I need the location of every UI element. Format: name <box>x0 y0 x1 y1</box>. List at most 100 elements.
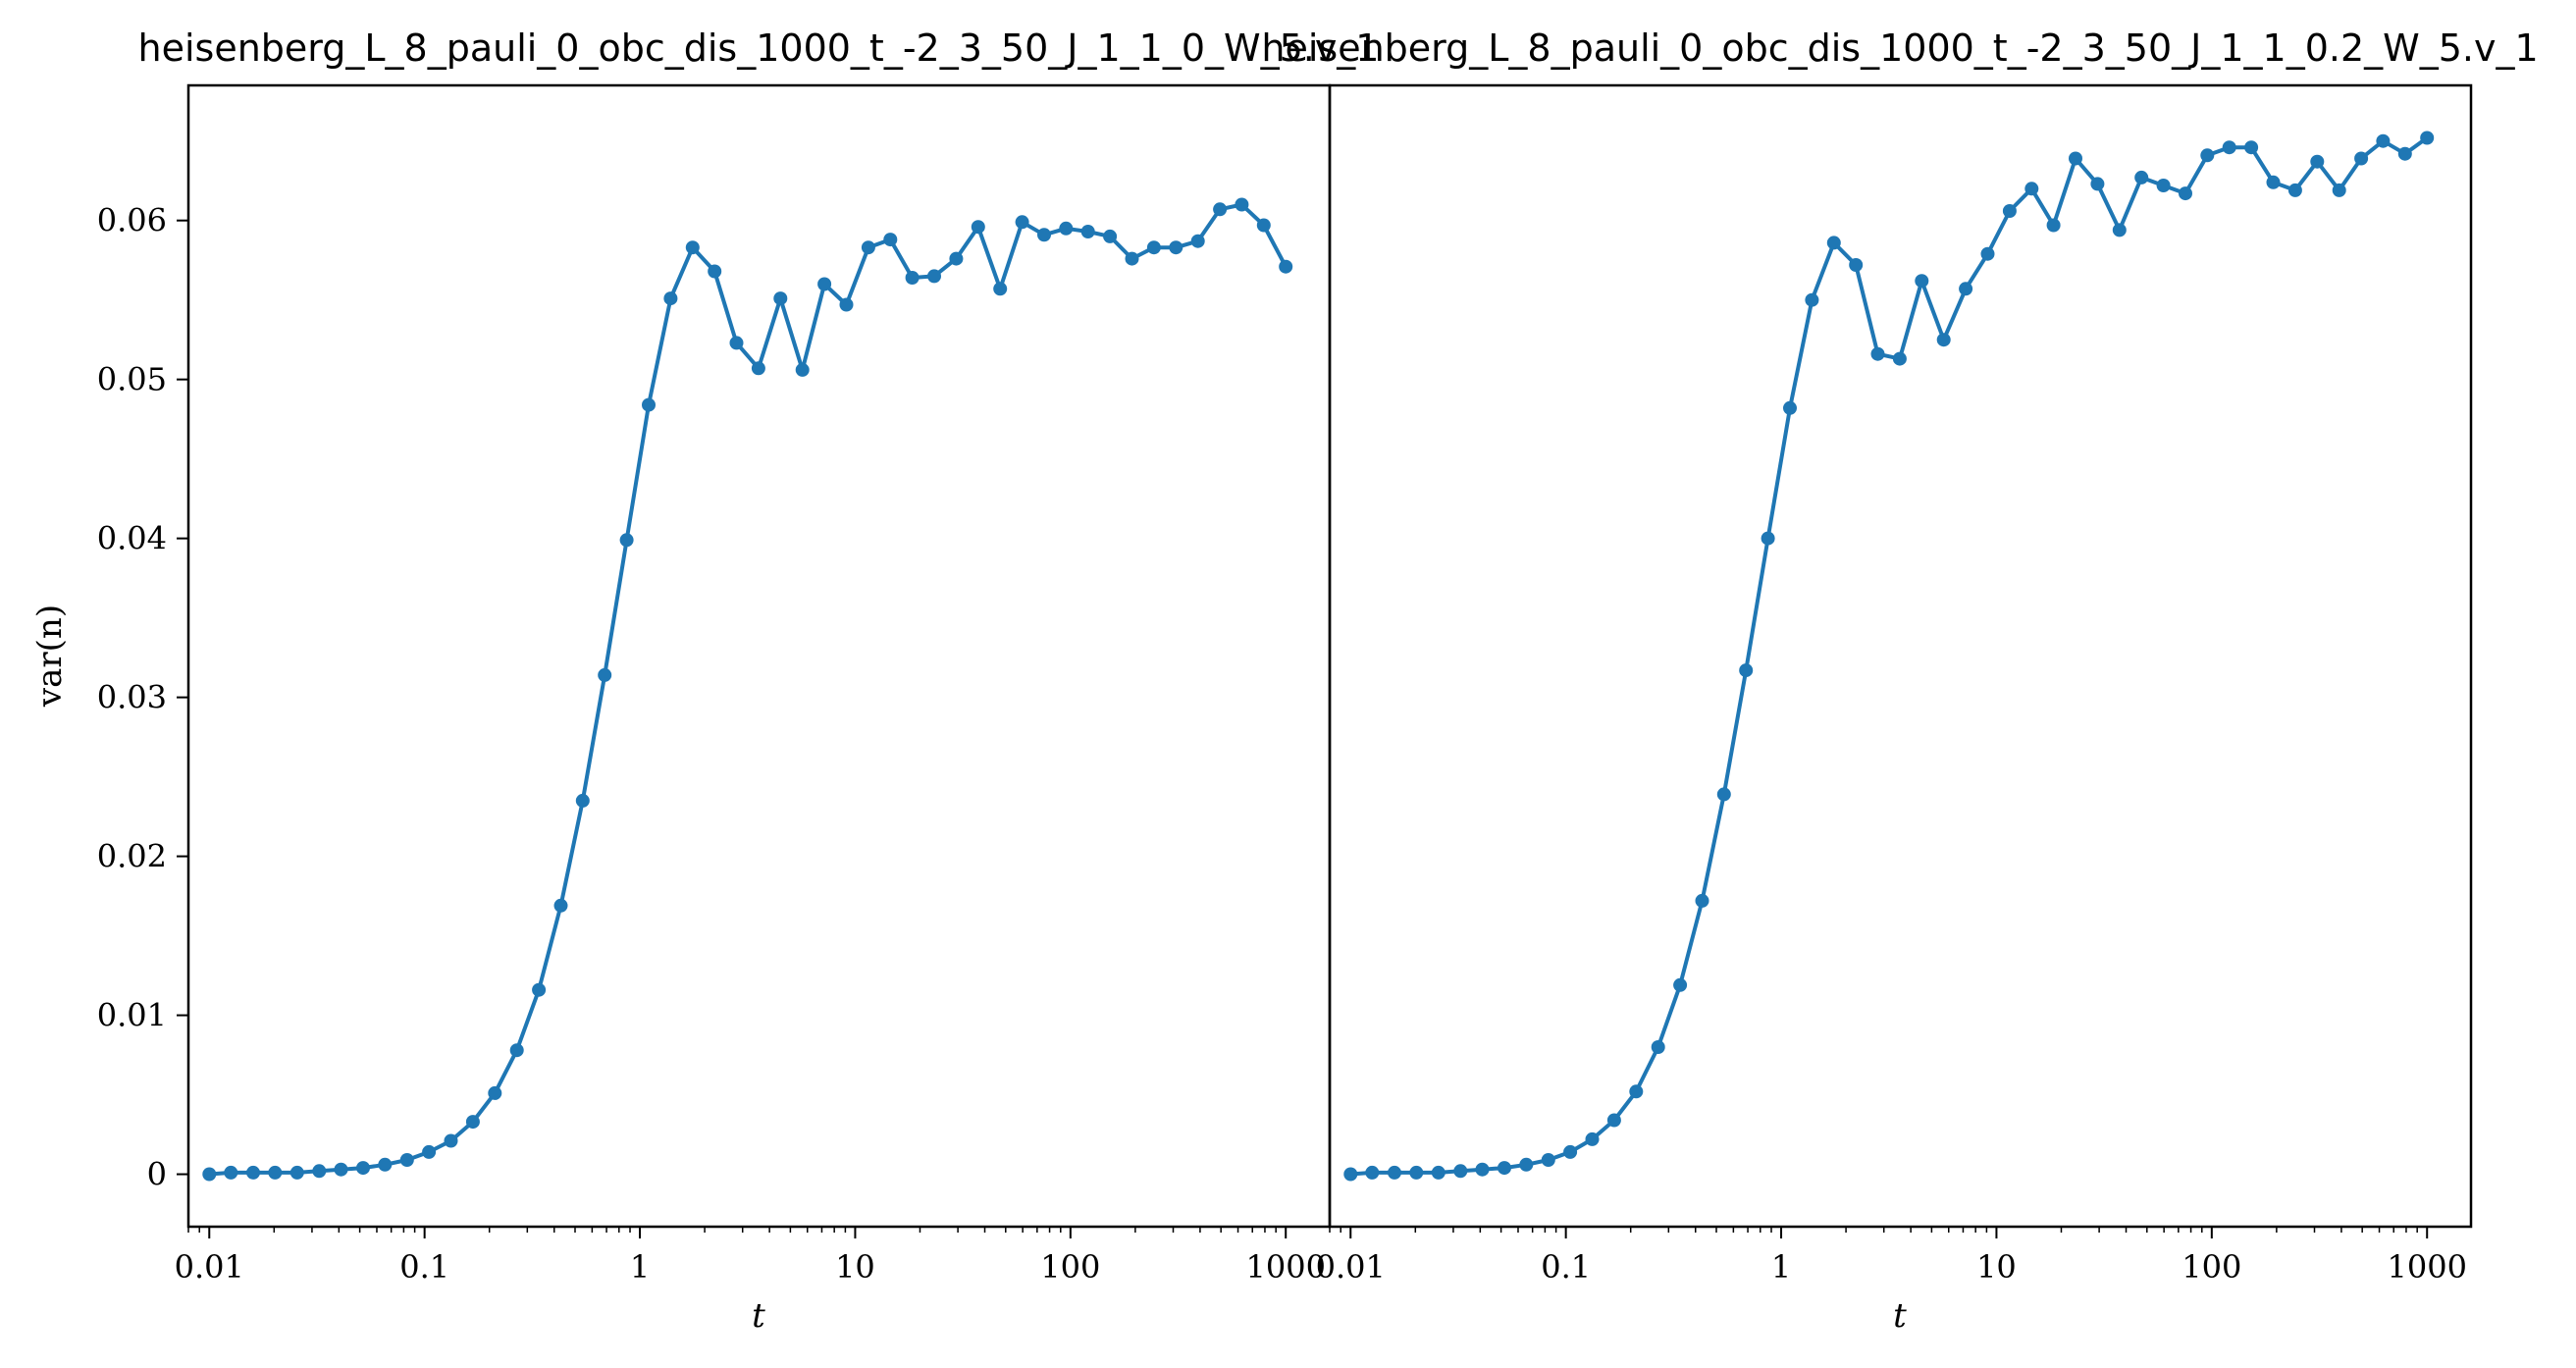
plot-frame-right <box>1328 83 2473 1229</box>
x-axis-label-left: t <box>752 1296 765 1336</box>
data-point-right <box>2310 154 2325 169</box>
data-point-right <box>1629 1084 1644 1099</box>
data-point-right <box>1826 236 1841 250</box>
data-point-right <box>1805 292 1819 307</box>
data-point-left <box>378 1157 393 1172</box>
x-tick-label-left: 100 <box>1040 1248 1100 1286</box>
data-point-left <box>1213 202 1228 217</box>
data-point-left <box>1059 221 1074 236</box>
data-point-left <box>1080 225 1095 238</box>
y-axis-label: var(n) <box>30 605 70 708</box>
data-point-left <box>1015 215 1029 230</box>
data-point-left <box>817 277 832 291</box>
data-point-left <box>224 1165 238 1180</box>
x-tick-label-right: 1000 <box>2387 1248 2466 1286</box>
data-point-right <box>1343 1167 1358 1182</box>
data-point-right <box>1849 258 1864 272</box>
ticks-left: 0.01 0.1 1 10 100 1000 0 0.01 0.02 0.03 0.04 0.05 0.… <box>97 202 1326 1286</box>
data-point-left <box>312 1164 327 1179</box>
data-point-left <box>1125 251 1139 266</box>
data-point-left <box>575 793 590 808</box>
data-point-left <box>1037 228 1051 242</box>
data-point-right <box>2244 140 2259 155</box>
data-point-right <box>1936 333 1951 347</box>
data-point-right <box>1915 274 1929 289</box>
data-point-right <box>2179 186 2192 201</box>
data-point-right <box>1563 1144 1578 1159</box>
data-point-left <box>685 240 700 255</box>
y-tick-label: 0.05 <box>97 361 167 398</box>
data-point-left <box>927 269 941 284</box>
data-point-right <box>1980 246 1995 261</box>
data-point-left <box>905 271 920 285</box>
x-axis-label-right: t <box>1893 1296 1907 1336</box>
data-point-right <box>1431 1165 1446 1180</box>
data-point-left <box>488 1085 502 1100</box>
subplot-left: heisenberg_L_8_pauli_0_obc_dis_1000_t_-2… <box>30 26 1379 1336</box>
data-point-left <box>422 1144 437 1159</box>
data-point-left <box>861 240 875 255</box>
data-point-right <box>1475 1162 1490 1177</box>
chart-title-left: heisenberg_L_8_pauli_0_obc_dis_1000_t_-2… <box>138 26 1380 70</box>
data-point-left <box>444 1133 458 1148</box>
data-point-right <box>2069 151 2082 166</box>
data-point-left <box>598 667 612 682</box>
data-point-right <box>1783 400 1797 415</box>
data-point-left <box>202 1167 217 1182</box>
data-point-left <box>751 361 765 376</box>
x-tick-label-right: 0.1 <box>1541 1248 1591 1286</box>
x-tick-label-right: 10 <box>1976 1248 2017 1286</box>
x-tick-label-left: 0.01 <box>175 1248 244 1286</box>
data-point-right <box>2200 148 2215 163</box>
data-point-left <box>334 1162 348 1177</box>
data-point-left <box>1256 218 1271 233</box>
data-point-right <box>2024 182 2039 196</box>
data-point-right <box>1673 977 1688 992</box>
data-point-left <box>246 1165 260 1180</box>
data-point-right <box>2134 170 2149 184</box>
data-point-left <box>1103 229 1118 243</box>
y-tick-label: 0 <box>147 1156 167 1193</box>
data-point-left <box>839 297 854 312</box>
data-point-right <box>2266 175 2281 189</box>
y-tick-label: 0.06 <box>97 202 167 239</box>
data-point-right <box>1498 1161 1511 1176</box>
data-point-right <box>2354 151 2369 166</box>
y-tick-label: 0.01 <box>97 997 167 1034</box>
data-point-left <box>268 1165 283 1180</box>
data-point-right <box>2376 133 2391 148</box>
chart-title-right: heisenberg_L_8_pauli_0_obc_dis_1000_t_-2… <box>1261 26 2538 70</box>
data-point-right <box>1739 663 1754 678</box>
data-point-right <box>1870 346 1885 361</box>
data-point-right <box>2332 183 2346 197</box>
x-tick-label-right: 1 <box>1771 1248 1791 1286</box>
x-tick-label-left: 0.1 <box>399 1248 449 1286</box>
data-point-left <box>708 264 722 279</box>
data-point-left <box>1190 234 1205 248</box>
data-point-left <box>399 1153 414 1167</box>
data-point-right <box>1892 351 1907 366</box>
series-right <box>1343 131 2435 1182</box>
data-point-left <box>795 362 810 377</box>
data-point-left <box>1146 240 1161 255</box>
data-point-left <box>532 982 547 997</box>
data-point-right <box>1409 1165 1424 1180</box>
data-point-left <box>619 533 634 548</box>
data-point-left <box>289 1165 304 1180</box>
y-tick-label: 0.03 <box>97 679 167 716</box>
data-point-left <box>1279 259 1293 274</box>
data-point-right <box>2420 131 2435 145</box>
data-point-left <box>883 233 898 247</box>
data-point-right <box>2046 218 2061 233</box>
data-point-right <box>1606 1113 1621 1128</box>
data-point-left <box>663 291 678 306</box>
data-point-right <box>2397 146 2412 161</box>
subplot-right: heisenberg_L_8_pauli_0_obc_dis_1000_t_-2… <box>1261 26 2538 1336</box>
data-point-right <box>2222 140 2236 155</box>
x-tick-label-left: 1000 <box>1245 1248 1325 1286</box>
data-point-left <box>773 291 788 306</box>
data-point-left <box>729 336 744 350</box>
data-point-right <box>2112 223 2127 237</box>
data-point-left <box>356 1161 370 1176</box>
